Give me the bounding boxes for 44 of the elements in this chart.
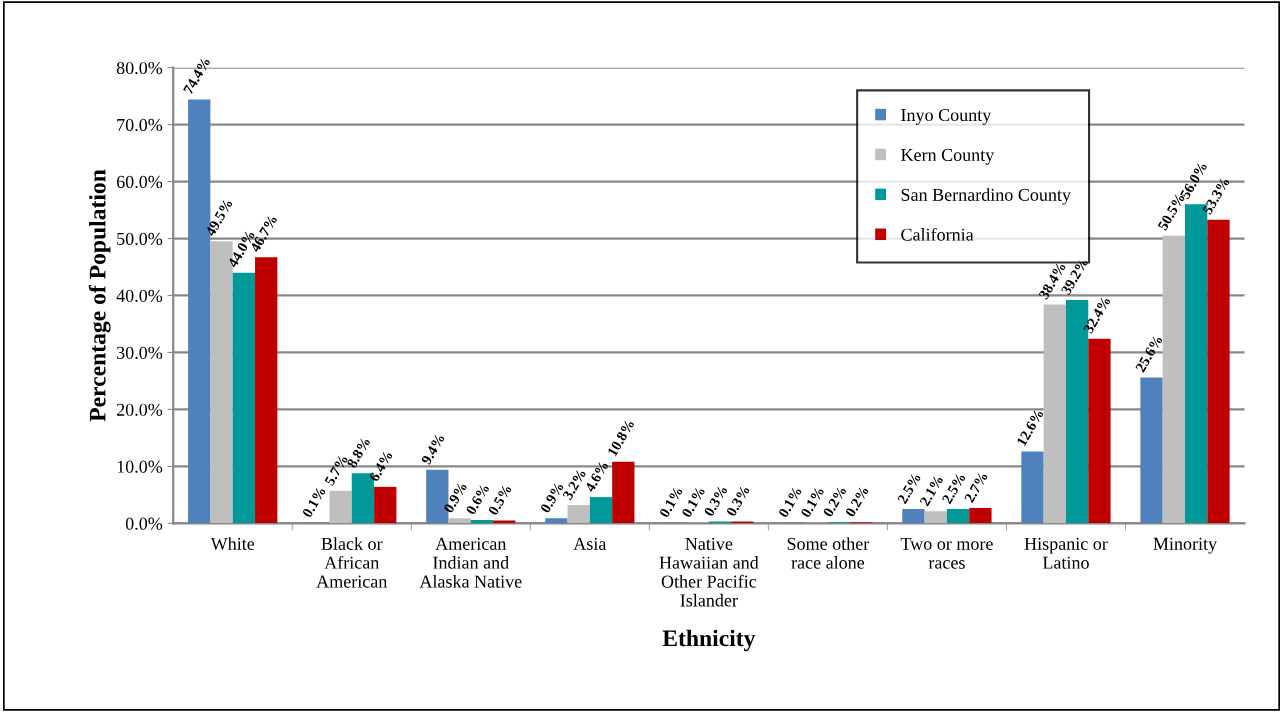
- bar: [589, 497, 613, 524]
- x-tick-label: Minority: [1153, 537, 1218, 554]
- bar: [1088, 338, 1111, 524]
- bar: [567, 505, 590, 524]
- bar: [1207, 219, 1230, 524]
- x-tick-label: American Indian and Alaska Native: [419, 537, 522, 588]
- y-tick-label: 30.0%: [117, 346, 163, 359]
- x-tick-label: Asia: [573, 537, 607, 550]
- y-axis-title: Percentage of Population: [88, 169, 111, 422]
- bar: [493, 520, 516, 524]
- y-tick-label: 20.0%: [116, 403, 163, 416]
- y-tick-label: 60.0%: [116, 175, 163, 189]
- y-tick-label: 70.0%: [117, 118, 163, 132]
- bar: [902, 509, 925, 524]
- y-tick-label: 40.0%: [116, 289, 163, 302]
- x-tick-label: Native Hawaiian and Other Pacific Islander: [659, 537, 759, 607]
- y-tick-label: 50.0%: [117, 232, 163, 246]
- bar: [969, 507, 992, 524]
- bar: [612, 461, 635, 524]
- legend-label: Kern County: [901, 148, 995, 165]
- bar: [329, 490, 352, 524]
- y-tick-label: 10.0%: [117, 460, 163, 473]
- bar: [946, 509, 970, 524]
- y-tick-label: 80.0%: [116, 61, 163, 75]
- bar: [1021, 451, 1044, 524]
- legend-label: California: [901, 227, 974, 241]
- x-axis-title: Ethnicity: [662, 629, 756, 652]
- bar: [545, 518, 568, 524]
- legend-label: Inyo County: [901, 108, 992, 125]
- bar: [232, 272, 256, 524]
- x-tick-label: Some other race alone: [787, 537, 870, 569]
- x-tick-label: White: [210, 537, 255, 551]
- x-tick-label: Hispanic or Latino: [1024, 537, 1108, 569]
- bar: [255, 257, 278, 524]
- bar: [924, 511, 947, 524]
- x-tick-label: Two or more races: [900, 537, 993, 569]
- bar: [374, 486, 397, 524]
- bar: [1162, 235, 1185, 524]
- bar: [1043, 304, 1066, 524]
- bar: [448, 518, 471, 524]
- y-tick-label: 0.0%: [125, 517, 163, 530]
- bar: [1140, 377, 1163, 524]
- x-tick-label: Black or African American: [316, 537, 388, 588]
- legend-label: San Bernardino County: [901, 188, 1071, 205]
